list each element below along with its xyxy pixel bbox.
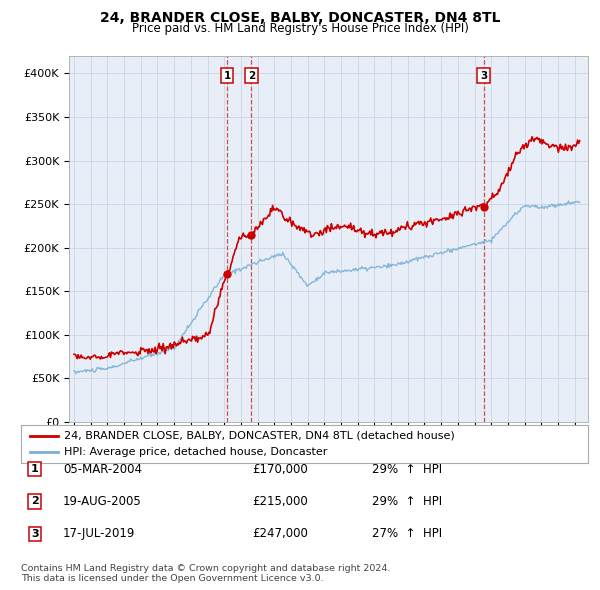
Text: 3: 3 <box>31 529 38 539</box>
Text: £215,000: £215,000 <box>252 495 308 508</box>
Text: Price paid vs. HM Land Registry's House Price Index (HPI): Price paid vs. HM Land Registry's House … <box>131 22 469 35</box>
Text: 2: 2 <box>31 497 38 506</box>
Text: 29%  ↑  HPI: 29% ↑ HPI <box>372 495 442 508</box>
Text: 1: 1 <box>31 464 38 474</box>
Text: 17-JUL-2019: 17-JUL-2019 <box>63 527 136 540</box>
Text: Contains HM Land Registry data © Crown copyright and database right 2024.
This d: Contains HM Land Registry data © Crown c… <box>21 563 391 583</box>
Text: £247,000: £247,000 <box>252 527 308 540</box>
Text: £170,000: £170,000 <box>252 463 308 476</box>
Text: 2: 2 <box>248 71 255 81</box>
Text: 3: 3 <box>480 71 487 81</box>
Text: 29%  ↑  HPI: 29% ↑ HPI <box>372 463 442 476</box>
Text: 19-AUG-2005: 19-AUG-2005 <box>63 495 142 508</box>
Text: 1: 1 <box>223 71 230 81</box>
Text: 27%  ↑  HPI: 27% ↑ HPI <box>372 527 442 540</box>
Text: 24, BRANDER CLOSE, BALBY, DONCASTER, DN4 8TL (detached house): 24, BRANDER CLOSE, BALBY, DONCASTER, DN4… <box>64 431 454 441</box>
Text: HPI: Average price, detached house, Doncaster: HPI: Average price, detached house, Donc… <box>64 447 327 457</box>
Text: 05-MAR-2004: 05-MAR-2004 <box>63 463 142 476</box>
Text: 24, BRANDER CLOSE, BALBY, DONCASTER, DN4 8TL: 24, BRANDER CLOSE, BALBY, DONCASTER, DN4… <box>100 11 500 25</box>
